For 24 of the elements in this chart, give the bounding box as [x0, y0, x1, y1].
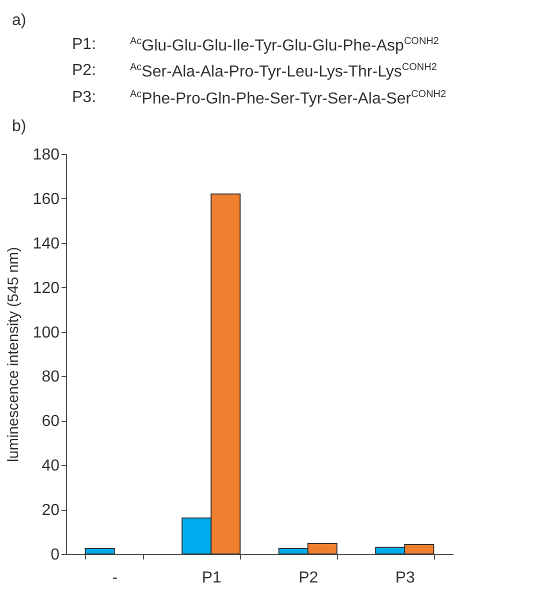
y-tick-label: 180 [32, 146, 60, 164]
y-tick-label: 40 [42, 458, 60, 475]
x-tick-label: - [112, 570, 118, 586]
y-tick-label: 60 [42, 413, 60, 430]
y-tick-label: 140 [32, 235, 60, 252]
y-tick-label: 80 [42, 368, 60, 386]
y-tick-label: 20 [42, 502, 60, 520]
text: P3: [72, 88, 98, 108]
y-tick-label: 100 [32, 324, 60, 342]
text: P1: [72, 36, 98, 55]
y-axis-title: luminescence intensity (545 nm) [4, 246, 22, 462]
bar [84, 548, 115, 554]
x-tick-label: P3 [395, 570, 416, 586]
text: b) [12, 118, 26, 136]
text: P2: [72, 62, 98, 82]
y-tick-label: 160 [32, 190, 60, 208]
x-tick-label: P1 [202, 570, 222, 586]
text: $^{Ac}$Phe-Pro-Gln-Phe-Ser-Tyr-Ser-Ala-Ser$^{CONH2}$ [130, 88, 446, 108]
y-tick-label: 0 [50, 546, 60, 564]
y-tick-label: 120 [32, 280, 60, 297]
text: $^{Ac}$Glu-Glu-Glu-Ile-Tyr-Glu-Glu-Phe-Asp$^{CONH2}$ [130, 36, 440, 56]
text: $^{Ac}$Ser-Ala-Ala-Pro-Tyr-Leu-Lys-Thr-Lys$^{CONH2}$ [130, 62, 438, 82]
x-tick-label: P2 [298, 570, 318, 586]
text: a) [12, 12, 26, 30]
